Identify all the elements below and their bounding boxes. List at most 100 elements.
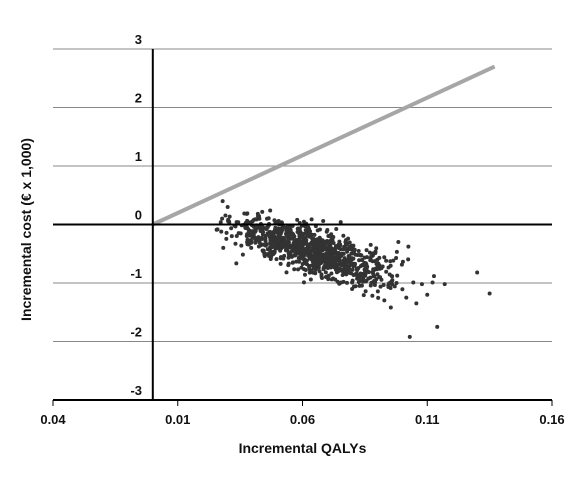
scatter-point: [404, 295, 409, 300]
scatter-point: [278, 242, 283, 247]
scatter-point: [442, 282, 447, 287]
scatter-point: [268, 240, 273, 245]
scatter-point: [264, 216, 269, 221]
scatter-point: [337, 254, 342, 259]
scatter-point: [223, 213, 228, 218]
scatter-point: [323, 265, 328, 270]
scatter-point: [224, 230, 229, 235]
scatter-point: [379, 277, 384, 282]
scatter-point: [487, 291, 492, 296]
scatter-point: [215, 227, 220, 232]
scatter-point: [374, 246, 379, 251]
scatter-point: [306, 226, 311, 231]
scatter-point: [391, 258, 396, 263]
scatter-point: [293, 251, 298, 256]
scatter-point: [388, 259, 393, 264]
y-tick-labels: 3 2 1 0 -1 -2 -3: [130, 32, 142, 398]
scatter-point: [286, 261, 291, 266]
scatter-point: [297, 259, 302, 264]
scatter-point: [260, 232, 265, 237]
scatter-point: [220, 216, 225, 221]
scatter-point: [337, 239, 342, 244]
scatter-point: [301, 219, 306, 224]
scatter-point: [254, 217, 259, 222]
scatter-point: [271, 251, 276, 256]
scatter-point: [264, 242, 269, 247]
scatter-point: [357, 258, 362, 263]
y-tick-label: -1: [130, 266, 142, 281]
scatter-point: [323, 270, 328, 275]
scatter-point: [320, 238, 325, 243]
scatter-point: [273, 240, 278, 245]
scatter-point: [359, 283, 364, 288]
scatter-point: [301, 267, 306, 272]
scatter-point: [301, 280, 306, 285]
scatter-point: [370, 269, 375, 274]
x-tick-label: 0.06: [290, 412, 315, 427]
scatter-point: [337, 246, 342, 251]
scatter-point: [373, 280, 378, 285]
threshold-line-group: [151, 64, 496, 227]
scatter-point: [346, 236, 351, 241]
scatter-point: [375, 289, 380, 294]
y-tick-label: 1: [135, 149, 142, 164]
scatter-point: [351, 250, 356, 255]
scatter-point: [300, 256, 305, 261]
scatter-point: [368, 283, 373, 288]
scatter-point: [328, 249, 333, 254]
scatter-point: [361, 293, 366, 298]
scatter-point: [309, 217, 314, 222]
scatter-point: [302, 272, 307, 277]
scatter-point: [256, 235, 261, 240]
scatter-point: [311, 237, 316, 242]
scatter-point: [382, 255, 387, 260]
scatter-point: [306, 248, 311, 253]
scatter-point: [312, 232, 317, 237]
scatter-point: [317, 262, 322, 267]
scatter-point: [363, 289, 368, 294]
scatter-point: [240, 252, 245, 257]
scatter-point: [376, 261, 381, 266]
scatter-point: [260, 209, 265, 214]
scatter-point: [242, 211, 247, 216]
x-tick-label: 0.11: [415, 412, 440, 427]
x-tick-label: 0.01: [165, 412, 190, 427]
scatter-point: [354, 266, 359, 271]
scatter-point: [325, 251, 330, 256]
scatter-point: [250, 219, 255, 224]
scatter-point: [395, 273, 400, 278]
scatter-point: [312, 248, 317, 253]
scatter-point: [368, 242, 373, 247]
scatter-point: [324, 258, 329, 263]
scatter-point: [289, 254, 294, 259]
scatter-point: [297, 240, 302, 245]
scatter-point: [337, 259, 342, 264]
scatter-point: [414, 301, 419, 306]
scatter-point: [334, 227, 339, 232]
scatter-point: [284, 242, 289, 247]
scatter-point: [291, 241, 296, 246]
scatter-point: [347, 244, 352, 249]
scatter-point: [331, 235, 336, 240]
scatter-point: [274, 228, 279, 233]
scatter-point: [354, 273, 359, 278]
scatter-point: [272, 218, 277, 223]
scatter-point: [311, 242, 316, 247]
scatter-point: [295, 226, 300, 231]
scatter-point: [334, 264, 339, 269]
scatter-point: [382, 298, 387, 303]
scatter-point: [339, 251, 344, 256]
scatter-point: [400, 287, 405, 292]
scatter-point: [268, 256, 273, 261]
scatter-point: [221, 245, 226, 250]
scatter-point: [253, 229, 258, 234]
scatter-point: [396, 239, 401, 244]
scatter-point: [220, 199, 225, 204]
scatter-point: [256, 244, 261, 249]
scatter-point: [425, 292, 430, 297]
scatter-point: [370, 293, 375, 298]
scatter-point: [253, 240, 258, 245]
scatter-point: [387, 272, 392, 277]
scatter-point: [350, 267, 355, 272]
